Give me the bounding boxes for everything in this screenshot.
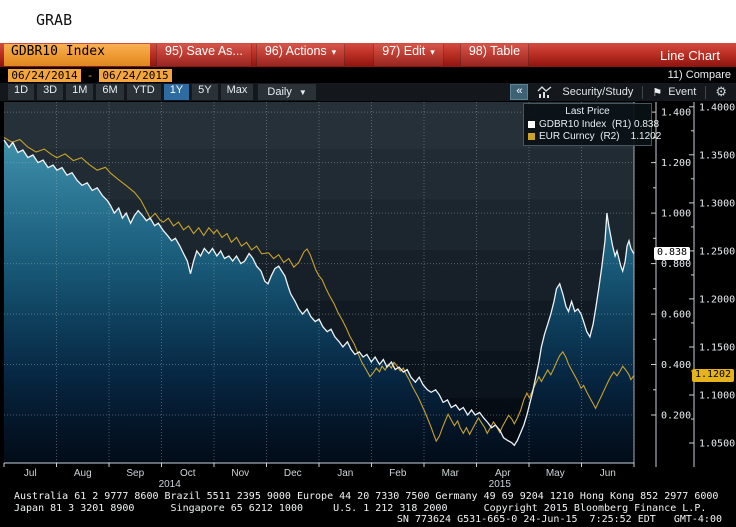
toolbar-button-95[interactable]: 95) Save As...: [156, 44, 252, 66]
month-label: Mar: [442, 468, 460, 479]
year-label: 2015: [489, 479, 512, 488]
month-label: Jun: [600, 468, 616, 479]
period-button-1m[interactable]: 1M: [66, 84, 94, 100]
legend-title: Last Price: [565, 106, 610, 117]
flag-icon: ⚑: [652, 86, 663, 99]
axis-tick-label: 1.000: [661, 209, 691, 220]
axis-tick-label: 1.400: [661, 108, 691, 119]
month-label: Oct: [180, 468, 196, 479]
axis-tick-label: 0.400: [661, 360, 691, 371]
toolbar-button-97[interactable]: 97) Edit ▾: [373, 44, 444, 66]
legend-item-0[interactable]: GDBR10 Index (R1) 0.838: [528, 118, 659, 130]
axis-tick-label: 0.200: [661, 411, 691, 422]
year-label: 2014: [159, 479, 182, 488]
window-title-bar: GRAB: [0, 0, 736, 43]
legend-label: GDBR10 Index (R1) 0.838: [539, 118, 660, 130]
legend-swatch: [528, 132, 535, 140]
toolbar-divider: [642, 85, 644, 99]
collapse-panel-button[interactable]: «: [510, 84, 529, 100]
period-button-6m[interactable]: 6M: [96, 84, 124, 100]
footer-contacts-line2: Japan 81 3 3201 8900 Singapore 65 6212 1…: [14, 502, 707, 514]
settings-gear-icon[interactable]: ⚙: [715, 84, 727, 99]
period-button-max[interactable]: Max: [220, 84, 254, 100]
chart-tools: « Security/Study ⚑ Event ⚙: [510, 84, 727, 100]
main-toolbar: GDBR10 Index 95) Save As... 96) Actions ▾ 9…: [0, 43, 736, 67]
frequency-dropdown[interactable]: Daily ▼: [258, 84, 316, 100]
footer-contacts-line1: Australia 61 2 9777 8600 Brazil 5511 239…: [14, 491, 719, 502]
r2-axis: 1.4000 1.3500 1.3000 1.2500 1.2000 1.1500 1.10…: [689, 102, 735, 467]
legend-rows: GDBR10 Index (R1) 0.838 EUR Curncy (R2) 1…: [528, 118, 661, 142]
area-fill: [4, 139, 634, 463]
dropdown-arrow-icon: ▾: [331, 47, 337, 57]
end-date-input[interactable]: 06/24/2015: [99, 68, 172, 82]
month-label: May: [546, 468, 565, 479]
month-label: Nov: [231, 468, 249, 479]
compare-button[interactable]: 11) Compare: [667, 69, 731, 81]
legend-item-1[interactable]: EUR Curncy (R2) 1.1202: [528, 130, 661, 142]
last-price-label-eur: 1.1202: [692, 369, 734, 382]
r1-axis: 1.400 1.200 1.000 0.800 0.600 0.400 0.200: [651, 102, 691, 467]
chart-area: Jul Aug Sep Oct Nov Dec Jan Feb Mar Apr May Jun 2014…: [0, 101, 736, 488]
event-label: Event: [668, 86, 697, 98]
axis-tick-label: 1.1000: [699, 391, 735, 402]
period-button-1d[interactable]: 1D: [8, 84, 35, 100]
month-label: Aug: [74, 468, 92, 479]
chart-type-label: Line Chart: [660, 47, 720, 63]
period-button-ytd[interactable]: YTD: [126, 84, 161, 100]
period-button-1y[interactable]: 1Y: [163, 84, 190, 100]
start-date-input[interactable]: 06/24/2014: [8, 68, 81, 82]
axis-tick-label: 1.3000: [699, 198, 735, 209]
caret-down-icon: ▼: [298, 87, 307, 97]
period-button-5y[interactable]: 5Y: [192, 84, 218, 100]
footer-session-info: SN 773624 G531-665-0 24-Jun-15 7:25:52 E…: [396, 514, 722, 525]
period-toolbar: 1D 3D 1M 6M YTD 1Y 5Y Max Daily ▼ « Security/St…: [0, 83, 736, 101]
study-chart-icon[interactable]: [537, 85, 553, 99]
toolbar-button-98[interactable]: 98) Table: [459, 44, 530, 66]
axis-tick-label: 1.1500: [699, 343, 735, 354]
month-label: Jul: [24, 468, 37, 479]
date-range-dash: -: [86, 68, 94, 82]
toolbar-divider: [705, 85, 707, 99]
dropdown-arrow-icon: ▾: [430, 47, 435, 57]
gridlines: [4, 102, 635, 463]
axis-tick-label: 1.200: [661, 158, 691, 169]
axis-tick-label: 1.2000: [699, 294, 735, 305]
chart-legend: Last Price GDBR10 Index (R1) 0.838 EUR Cu…: [523, 103, 661, 146]
axis-tick-label: 1.3500: [699, 150, 735, 161]
axis-tick-label: 1.4000: [699, 102, 735, 113]
month-label: Dec: [284, 468, 302, 479]
frequency-value: Daily: [267, 86, 292, 98]
legend-label: EUR Curncy (R2) 1.1202: [539, 130, 662, 142]
eur-line: [3, 137, 635, 443]
security-ticker-input[interactable]: GDBR10 Index: [4, 44, 150, 66]
security-study-button[interactable]: Security/Study: [562, 86, 634, 98]
period-button-3d[interactable]: 3D: [37, 84, 64, 100]
month-label: Apr: [495, 468, 511, 479]
window-title: GRAB: [36, 11, 73, 29]
event-button[interactable]: ⚑ Event: [652, 86, 696, 99]
axis-tick-label: 0.800: [661, 259, 691, 270]
date-range-row: 06/24/2014 - 06/24/2015 11) Compare: [0, 67, 736, 83]
month-label: Jan: [337, 468, 353, 479]
toolbar-button-96[interactable]: 96) Actions ▾: [255, 44, 346, 66]
axis-tick-label: 0.600: [661, 310, 691, 321]
toolbar-buttons: 95) Save As... 96) Actions ▾ 97) Edit ▾ 98) T…: [150, 43, 530, 67]
chart-plot[interactable]: Jul Aug Sep Oct Nov Dec Jan Feb Mar Apr May Jun 2014…: [0, 101, 736, 488]
month-label: Feb: [389, 468, 407, 479]
month-label: Sep: [126, 468, 144, 479]
footer: Australia 61 2 9777 8600 Brazil 5511 239…: [0, 488, 736, 527]
legend-swatch: [528, 120, 535, 128]
gdbr10-line: [3, 139, 635, 447]
x-axis: [3, 102, 635, 467]
period-buttons: 1D 3D 1M 6M YTD 1Y 5Y Max: [8, 84, 254, 100]
axis-tick-label: 1.0500: [699, 439, 735, 450]
axis-tick-label: 1.2500: [699, 246, 735, 257]
last-price-label-gdbr10: 0.838: [654, 247, 690, 260]
